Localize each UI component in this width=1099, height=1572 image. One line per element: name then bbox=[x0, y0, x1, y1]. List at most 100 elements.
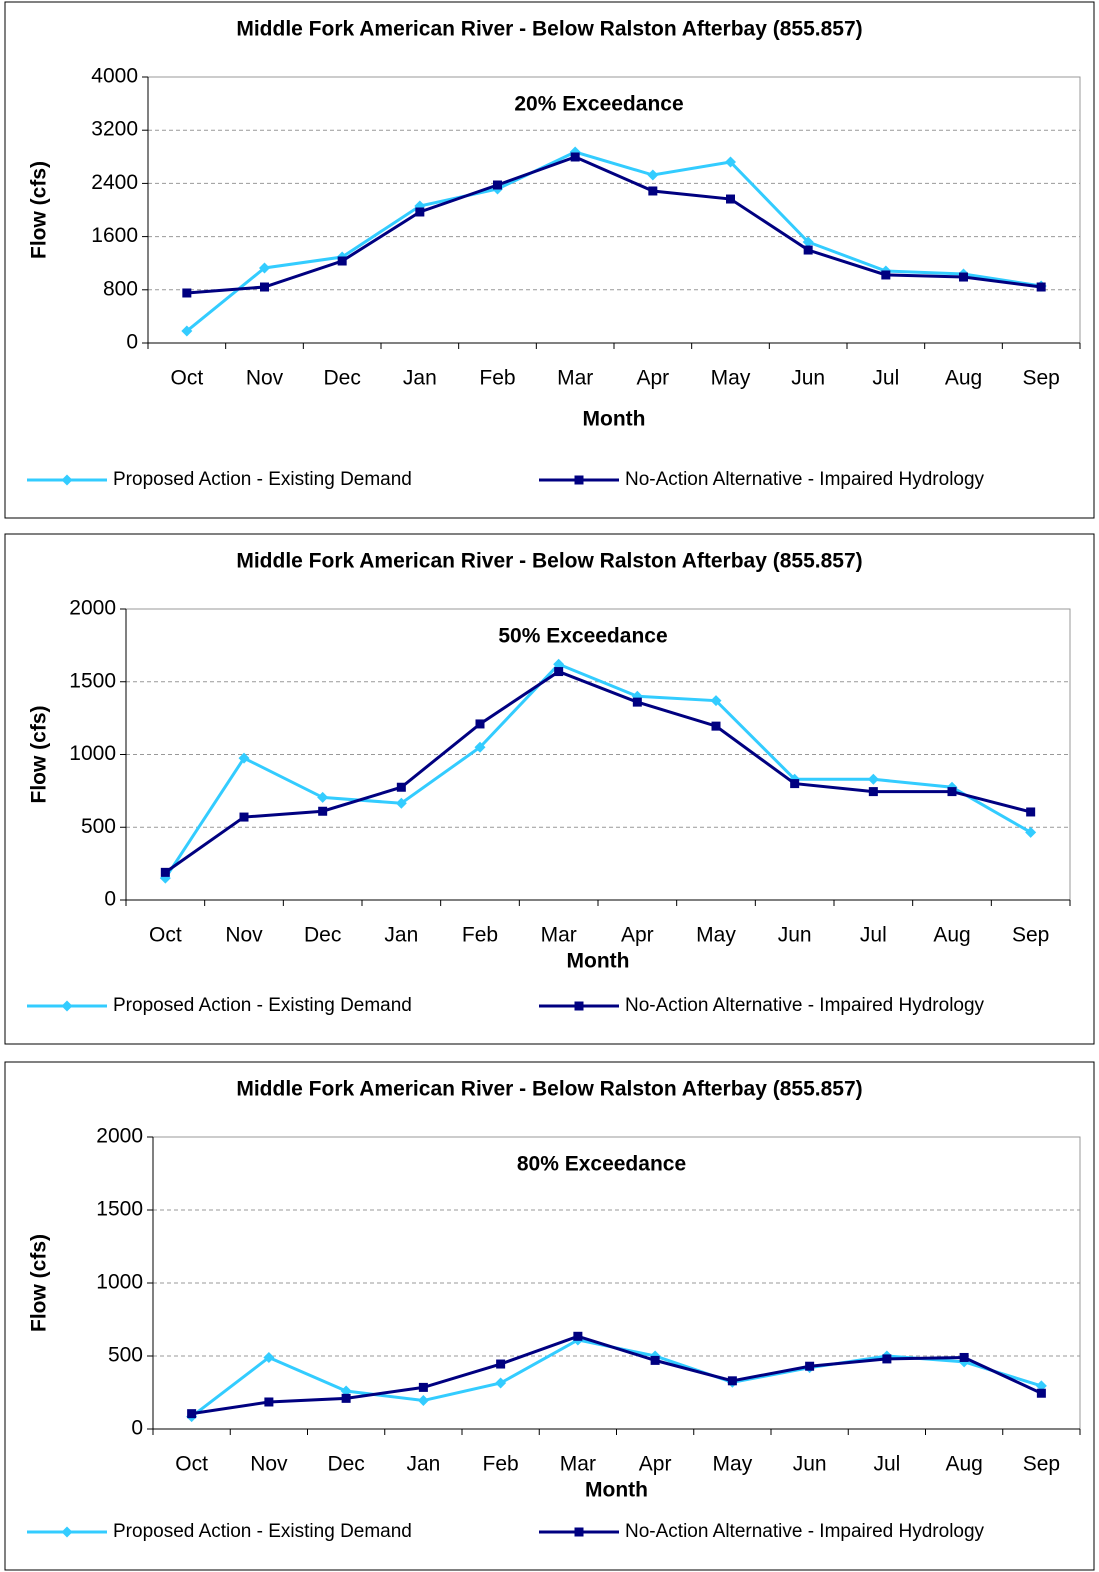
marker bbox=[805, 1361, 815, 1371]
series-line bbox=[164, 669, 1032, 874]
x-tick-label: Nov bbox=[225, 924, 263, 947]
series-line bbox=[164, 662, 1032, 879]
y-tick-label: 2400 bbox=[91, 171, 138, 194]
x-tick-label: Apr bbox=[639, 1453, 672, 1476]
marker bbox=[182, 288, 192, 298]
plot-area bbox=[147, 76, 1081, 344]
legend-marker bbox=[61, 1526, 73, 1538]
marker bbox=[474, 741, 486, 753]
marker bbox=[318, 806, 328, 816]
y-tick-label: 1500 bbox=[96, 1198, 143, 1221]
marker bbox=[711, 721, 721, 731]
x-tick-label: Jan bbox=[406, 1453, 440, 1476]
marker bbox=[181, 325, 193, 337]
marker bbox=[726, 194, 735, 204]
marker bbox=[418, 1382, 428, 1392]
y-tick-label: 500 bbox=[81, 815, 116, 838]
marker bbox=[727, 1376, 737, 1386]
x-tick-label: Nov bbox=[250, 1453, 288, 1476]
y-tick-label: 3200 bbox=[91, 118, 138, 141]
legend-label: No-Action Alternative - Impaired Hydrolo… bbox=[625, 1521, 985, 1542]
x-tick-label: Oct bbox=[175, 1453, 208, 1476]
marker bbox=[417, 1395, 429, 1407]
marker bbox=[553, 658, 565, 670]
marker bbox=[882, 1354, 892, 1364]
marker bbox=[867, 773, 879, 785]
x-tick-label: Jan bbox=[384, 924, 418, 947]
y-tick-label: 500 bbox=[108, 1344, 143, 1367]
x-tick-label: Feb bbox=[479, 367, 515, 390]
x-tick-label: Jun bbox=[793, 1453, 827, 1476]
y-tick-label: 2000 bbox=[69, 597, 116, 620]
y-axis-title: Flow (cfs) bbox=[28, 161, 51, 259]
series-line bbox=[185, 150, 1042, 333]
marker bbox=[790, 779, 800, 789]
legend-label: Proposed Action - Existing Demand bbox=[113, 469, 412, 490]
legend-marker bbox=[574, 1527, 584, 1537]
marker bbox=[238, 752, 250, 764]
series-line bbox=[186, 155, 1042, 295]
x-tick-label: Dec bbox=[304, 924, 341, 947]
series-line bbox=[191, 1334, 1043, 1416]
x-tick-label: Jun bbox=[791, 367, 825, 390]
marker bbox=[881, 270, 891, 280]
marker bbox=[710, 695, 722, 707]
x-tick-label: Mar bbox=[541, 924, 577, 947]
x-tick-label: Nov bbox=[246, 367, 284, 390]
x-tick-label: Sep bbox=[1022, 367, 1059, 390]
marker bbox=[570, 152, 580, 162]
x-tick-label: Oct bbox=[170, 367, 203, 390]
marker bbox=[239, 812, 249, 822]
x-tick-label: Feb bbox=[462, 924, 498, 947]
marker bbox=[264, 1397, 274, 1407]
marker bbox=[341, 1393, 351, 1403]
marker bbox=[959, 272, 968, 282]
x-tick-label: Jun bbox=[778, 924, 812, 947]
marker bbox=[1036, 1388, 1046, 1398]
x-tick-label: Aug bbox=[945, 367, 982, 390]
x-axis-title: Month bbox=[585, 1479, 648, 1502]
marker bbox=[495, 1377, 507, 1389]
x-tick-label: Aug bbox=[933, 924, 970, 947]
y-tick-label: 0 bbox=[131, 1417, 143, 1440]
y-tick-label: 800 bbox=[103, 277, 138, 300]
marker bbox=[160, 867, 170, 877]
x-tick-label: Jul bbox=[872, 367, 899, 390]
marker bbox=[396, 782, 406, 792]
marker bbox=[632, 697, 642, 707]
chart-title: Middle Fork American River - Below Ralst… bbox=[236, 18, 862, 41]
x-tick-label: Mar bbox=[560, 1453, 596, 1476]
marker bbox=[187, 1409, 197, 1419]
marker bbox=[1035, 1380, 1047, 1392]
annotation: 50% Exceedance bbox=[498, 625, 667, 648]
x-tick-label: May bbox=[696, 924, 736, 947]
marker bbox=[947, 787, 957, 797]
marker bbox=[959, 1352, 969, 1362]
marker bbox=[493, 180, 502, 190]
marker bbox=[475, 719, 485, 729]
marker bbox=[317, 791, 329, 803]
marker bbox=[650, 1355, 660, 1365]
chart-title: Middle Fork American River - Below Ralst… bbox=[236, 550, 862, 573]
marker bbox=[415, 207, 425, 217]
x-tick-label: Dec bbox=[323, 367, 360, 390]
x-tick-label: Jan bbox=[403, 367, 437, 390]
x-tick-label: Dec bbox=[327, 1453, 364, 1476]
marker bbox=[803, 245, 813, 255]
y-tick-label: 1000 bbox=[96, 1271, 143, 1294]
y-tick-label: 4000 bbox=[91, 65, 138, 88]
y-tick-label: 1500 bbox=[69, 669, 116, 692]
marker bbox=[496, 1359, 506, 1369]
marker bbox=[1036, 282, 1046, 292]
marker bbox=[395, 797, 407, 809]
x-tick-label: Apr bbox=[636, 367, 669, 390]
legend-marker bbox=[574, 1001, 584, 1011]
marker bbox=[725, 156, 736, 168]
y-tick-label: 1000 bbox=[69, 742, 116, 765]
y-tick-label: 0 bbox=[104, 888, 116, 911]
marker bbox=[648, 186, 658, 196]
marker bbox=[802, 236, 814, 248]
marker bbox=[1025, 826, 1037, 838]
